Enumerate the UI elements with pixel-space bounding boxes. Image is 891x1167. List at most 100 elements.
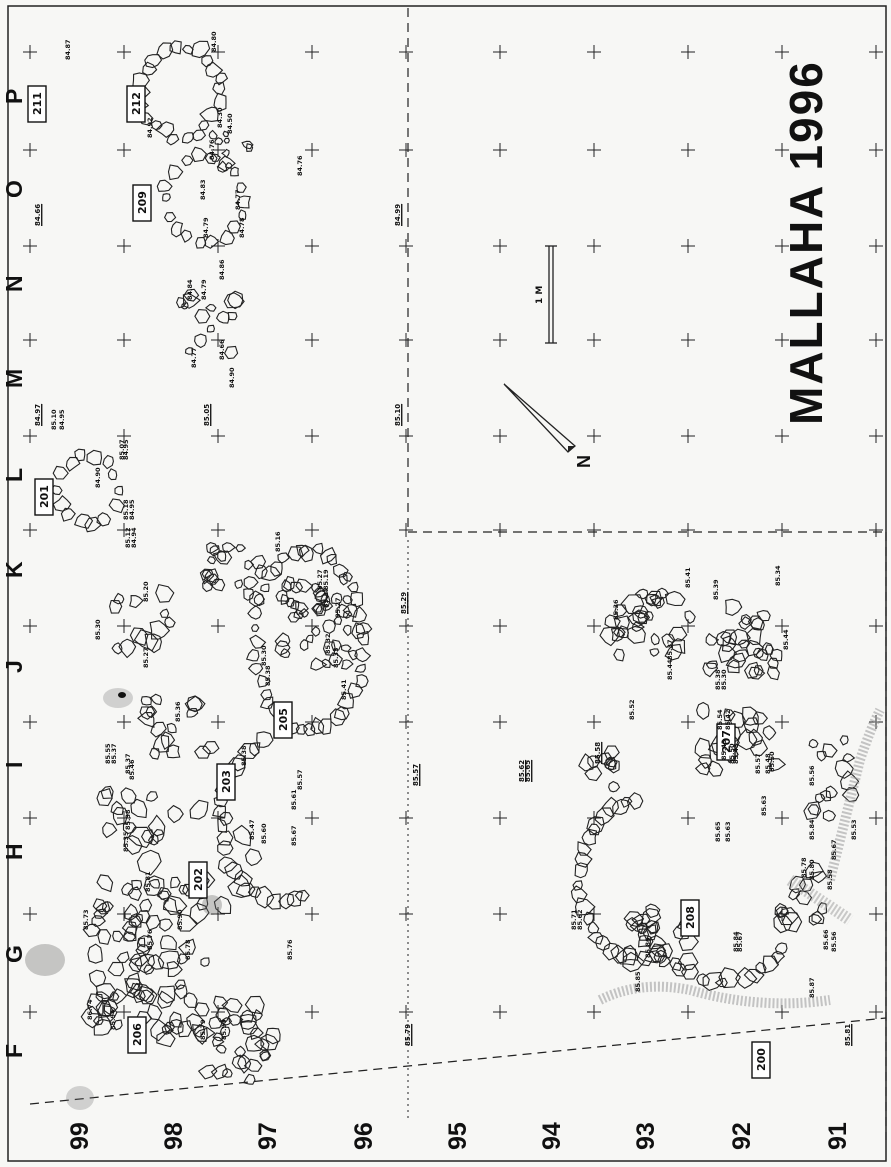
stone [340, 659, 354, 670]
stone [240, 1019, 259, 1035]
stone [103, 1005, 118, 1023]
stone [134, 953, 155, 974]
stone [150, 1018, 171, 1042]
stone [649, 648, 660, 657]
stone [319, 546, 337, 565]
locus-203: 203 [216, 763, 236, 801]
stone [326, 553, 338, 566]
locus-201: 201 [34, 478, 54, 516]
stone [181, 44, 194, 55]
elevation-label: 85.43 [732, 743, 740, 764]
stone [266, 893, 281, 910]
stone [753, 665, 764, 676]
elevation-label: 85.73 [82, 909, 90, 930]
elevation-label: 85.71 [570, 909, 578, 930]
elevation-label: 85.81 [144, 871, 152, 892]
elevation-reference: 85.62 [518, 760, 526, 782]
stone [157, 886, 172, 900]
elevation-reference: 85.58 [594, 742, 602, 764]
stone [195, 236, 207, 249]
elevation-label: 85.90 [220, 1019, 228, 1040]
stone [202, 741, 220, 755]
elevation-label: 85.62 [576, 909, 584, 930]
stone [112, 592, 125, 605]
grid-cross [23, 143, 37, 157]
stone [194, 1002, 210, 1017]
elevation-label: 85.63 [724, 821, 732, 842]
stone [743, 661, 760, 679]
stone [84, 516, 102, 533]
col-label-n: N [1, 275, 27, 292]
elevation-label: 84.84 [186, 279, 194, 300]
stone [610, 944, 628, 964]
column-labels: F G H I J K L M N O P [1, 89, 27, 1058]
grid-cross [681, 523, 695, 537]
stone [221, 148, 230, 159]
stone [249, 634, 267, 649]
stone [227, 1014, 244, 1026]
grid-cross [587, 811, 601, 825]
stone [247, 886, 262, 899]
stone [254, 564, 268, 580]
stone [774, 942, 788, 955]
grid-cross [681, 811, 695, 825]
locus-212: 212 [126, 85, 146, 123]
stone [629, 918, 644, 933]
stone [73, 513, 94, 529]
stone [616, 625, 629, 639]
grid-cross [23, 333, 37, 347]
stone [318, 718, 332, 735]
stone [202, 578, 214, 593]
stone [236, 195, 251, 209]
elevation-labels: 84.66 84.97 84.99 85.05 85.10 85.29 85.57 85.58… [34, 31, 858, 1046]
stone [338, 573, 348, 586]
stone [346, 581, 359, 593]
stone [718, 967, 741, 989]
stone [347, 682, 364, 699]
stone [142, 61, 158, 76]
stone [243, 576, 259, 590]
stone [669, 957, 683, 972]
stone [186, 708, 199, 718]
locus-label: 209 [136, 191, 149, 214]
elevation-reference: 85.10 [394, 404, 402, 426]
elevation-label: 85.27 [142, 647, 150, 668]
stone [198, 120, 210, 131]
stone [604, 614, 621, 628]
stone [173, 984, 188, 1000]
stone [342, 603, 358, 618]
stone [184, 695, 206, 712]
stone [180, 229, 193, 243]
stone [178, 884, 189, 895]
elevation-label: 85.86 [644, 937, 652, 958]
stone [167, 164, 184, 181]
stone [143, 875, 165, 896]
stone [144, 633, 162, 654]
grid-cross [23, 239, 37, 253]
stone [825, 785, 838, 799]
stone [330, 592, 343, 605]
stone [664, 590, 686, 607]
stone [285, 597, 295, 608]
north-arrow: N [503, 383, 594, 468]
stone [136, 849, 162, 876]
grid-cross [117, 239, 131, 253]
grid-cross [23, 1005, 37, 1019]
stone [298, 607, 310, 618]
stone [244, 848, 263, 867]
elevation-label: 85.38 [714, 669, 722, 690]
stone [811, 910, 825, 925]
stone [212, 804, 226, 819]
grid-cross [775, 523, 789, 537]
stone [279, 648, 291, 659]
stone [705, 660, 718, 670]
grid-cross [211, 143, 225, 157]
elevation-label: 84.95 [128, 499, 136, 520]
stone [282, 575, 295, 591]
stone [237, 1054, 252, 1074]
stone [625, 916, 639, 932]
stone [574, 862, 588, 879]
stone [627, 625, 646, 644]
stone [331, 639, 342, 651]
stone [169, 1019, 184, 1035]
